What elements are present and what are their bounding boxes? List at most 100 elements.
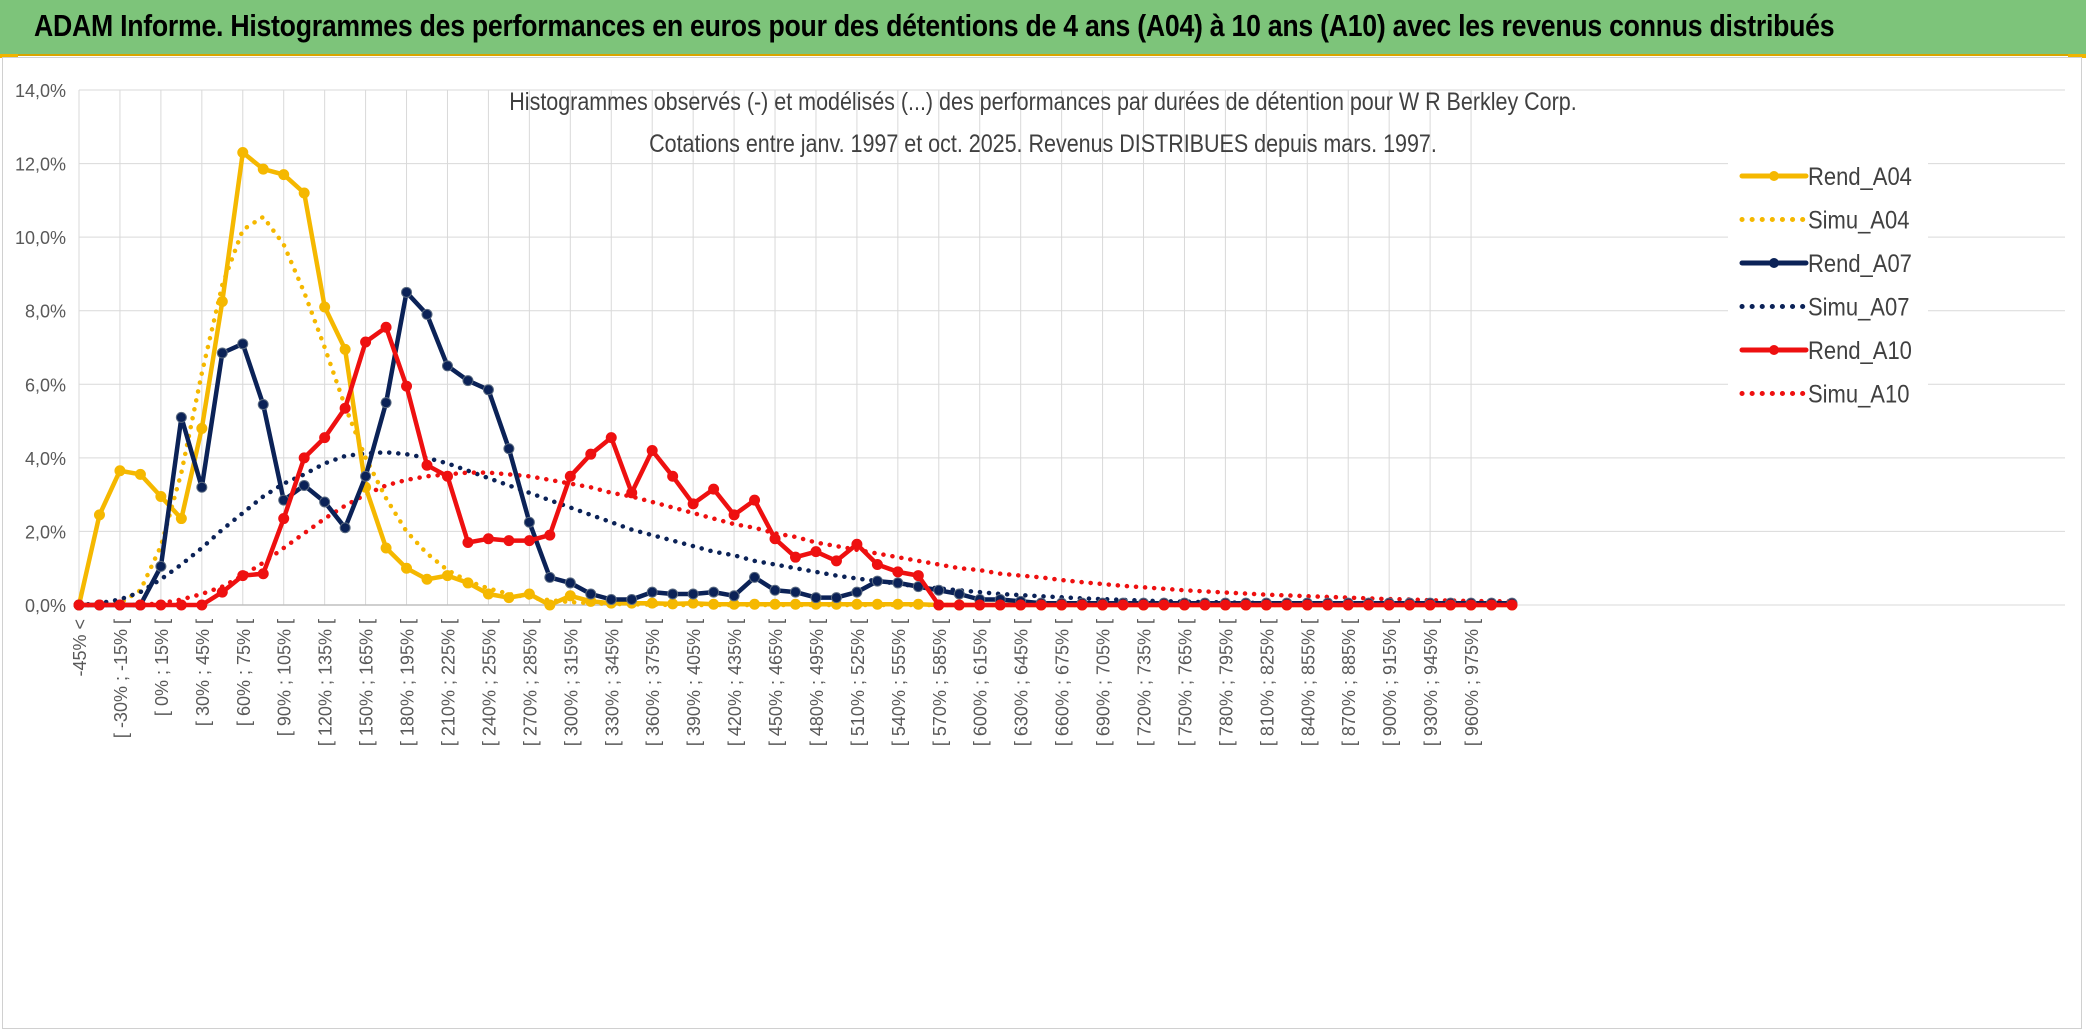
y-tick-label: 2,0% [25,522,66,542]
data-point-rend-a10 [626,487,638,499]
data-point-rend-a10 [114,599,126,611]
data-point-rend-a07 [749,571,761,583]
data-point-rend-a10 [892,566,904,578]
x-tick-label: [ 0% ; 15% [ [152,619,172,716]
data-point-rend-a10 [933,599,945,611]
data-point-rend-a04 [278,169,290,181]
legend-box [1728,150,1928,412]
data-point-rend-a10 [298,452,310,464]
data-point-rend-a04 [790,598,801,610]
data-point-rend-a10 [1117,599,1129,611]
data-point-rend-a07 [360,470,372,482]
x-tick-label: [ 60% ; 75% [ [234,619,254,726]
chart-title: Histogrammes observés (-) et modélisés (… [509,87,1576,115]
data-point-rend-a10 [482,533,494,545]
data-point-rend-a10 [216,586,228,598]
data-point-rend-a07 [564,577,576,589]
corner-accent-right [2068,54,2086,58]
x-tick-label: [ 540% ; 555% [ [889,619,909,746]
y-tick-label: 0,0% [25,596,66,616]
data-point-rend-a10 [196,599,208,611]
x-tick-label: [ 930% ; 945% [ [1421,619,1441,746]
data-point-rend-a10 [1281,599,1293,611]
data-point-rend-a10 [257,568,269,580]
data-point-rend-a04 [769,598,781,610]
x-tick-label: [ 450% ; 465% [ [766,619,786,746]
data-point-rend-a10 [1486,599,1498,611]
data-point-rend-a10 [585,448,597,460]
data-point-rend-a10 [421,459,433,471]
y-axis-ticks: 0,0% 2,0% 4,0% 6,0% 8,0% 10,0% 12,0% 14,0% [15,81,66,616]
data-point-rend-a07 [687,588,699,600]
data-point-rend-a10 [667,470,679,482]
data-point-rend-a04 [687,597,699,609]
x-tick-label: [ 900% ; 915% [ [1380,619,1400,746]
series-line-rend-a10 [76,325,1515,608]
x-tick-label: [ 90% ; 105% [ [275,619,295,736]
data-point-rend-a04 [134,468,146,480]
data-point-rend-a10 [73,599,85,611]
data-point-rend-a10 [441,470,453,482]
series-line-simu-a10 [76,470,1515,608]
report-title: ADAM Informe. Histogrammes des performan… [34,8,1835,43]
data-point-rend-a10 [728,509,740,521]
data-point-rend-a10 [605,432,617,444]
data-point-rend-a04 [257,163,269,175]
chart-subtitle: Cotations entre janv. 1997 et oct. 2025.… [649,129,1437,157]
data-point-rend-a10 [1015,599,1027,611]
data-point-rend-a07 [585,588,597,600]
data-point-rend-a10 [912,570,924,582]
data-point-rend-a10 [380,321,392,333]
x-tick-label: [ 360% ; 375% [ [643,619,663,746]
data-point-rend-a10 [1342,599,1354,611]
data-point-rend-a04 [749,598,761,610]
data-point-rend-a10 [830,555,842,567]
data-point-rend-a10 [974,599,986,611]
data-point-rend-a10 [1424,599,1436,611]
data-point-rend-a07 [544,571,556,583]
x-tick-label: [ 690% ; 705% [ [1094,619,1114,746]
data-point-rend-a10 [1219,599,1231,611]
data-point-rend-a07 [830,592,842,604]
x-tick-label: [ 150% ; 165% [ [357,619,377,746]
data-point-rend-a10 [708,483,720,495]
data-point-rend-a07 [441,360,453,372]
legend-marker-rend-a04 [1769,171,1779,181]
y-tick-label: 14,0% [15,81,66,101]
x-tick-label: [ 180% ; 195% [ [398,619,418,746]
data-point-rend-a10 [523,535,535,547]
x-tick-label: [ 300% ; 315% [ [561,619,581,746]
data-point-rend-a07 [851,586,863,598]
x-tick-label: [ 960% ; 975% [ [1462,619,1482,746]
data-point-rend-a10 [1322,599,1334,611]
data-point-rend-a04 [339,343,351,355]
data-point-rend-a04 [298,187,310,199]
data-point-rend-a04 [441,570,453,582]
data-point-rend-a07 [708,586,720,598]
data-point-rend-a10 [1199,599,1211,611]
legend-label-rend-a07: Rend_A07 [1808,250,1912,278]
x-tick-label: [ 270% ; 285% [ [520,619,540,746]
chart-frame [2,57,2082,1029]
series-line-simu-a07 [76,450,1515,608]
data-point-rend-a10 [1301,599,1313,611]
data-point-rend-a10 [687,498,699,510]
data-point-rend-a10 [1158,599,1170,611]
data-point-rend-a10 [1097,599,1109,611]
data-point-rend-a10 [462,536,474,548]
data-point-rend-a04 [482,588,494,600]
data-point-rend-a10 [1465,599,1477,611]
data-point-rend-a10 [953,599,965,611]
x-tick-label: [ 600% ; 615% [ [971,619,991,746]
data-point-rend-a10 [175,599,187,611]
data-point-rend-a07 [769,584,781,596]
x-tick-label: [ 330% ; 345% [ [602,619,622,746]
data-point-rend-a07 [605,593,617,605]
data-point-rend-a07 [380,397,392,409]
data-point-rend-a07 [482,384,494,396]
legend-label-rend-a04: Rend_A04 [1808,163,1912,191]
data-point-rend-a07 [892,577,904,589]
data-point-rend-a04 [319,301,331,313]
data-point-rend-a07 [503,443,515,455]
data-point-rend-a10 [319,432,331,444]
